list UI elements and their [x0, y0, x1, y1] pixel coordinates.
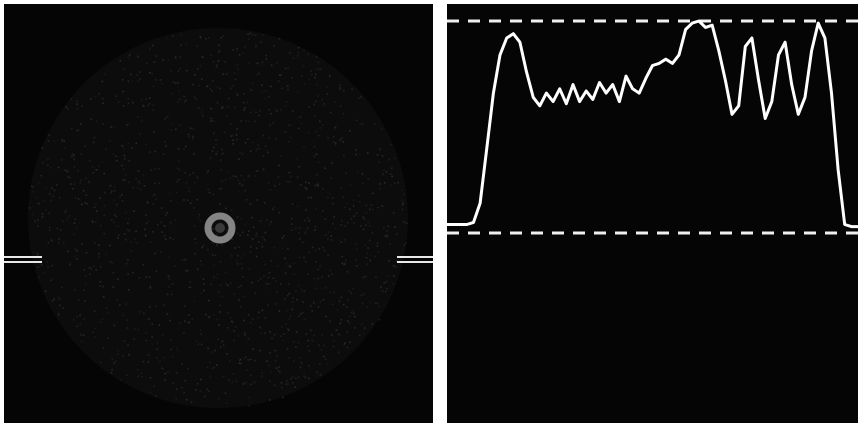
left-marker-line-bottom: [4, 261, 42, 263]
intensity-profile-panel: [447, 4, 858, 423]
right-marker-line-bottom: [397, 261, 433, 263]
spot-core: [215, 223, 225, 233]
speckle-grain-group: [28, 32, 408, 407]
speckle-image-panel: [4, 4, 433, 423]
intensity-profile-plot: [447, 19, 858, 235]
intensity-trace-line: [447, 19, 858, 229]
left-marker-line-top: [4, 256, 42, 258]
speckle-image: [28, 28, 408, 408]
right-marker-line-top: [397, 256, 433, 258]
bright-ring-spot: [204, 212, 236, 244]
